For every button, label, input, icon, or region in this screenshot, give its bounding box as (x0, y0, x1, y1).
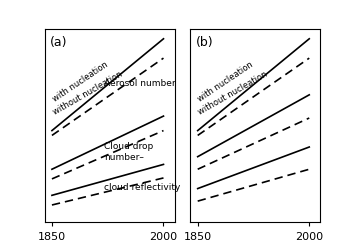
Text: without nucleation: without nucleation (51, 70, 124, 116)
Text: Aerosol number: Aerosol number (104, 78, 176, 88)
Text: without nucleation: without nucleation (197, 70, 269, 116)
Text: with nucleation: with nucleation (51, 60, 109, 103)
Text: cloud reflectivity: cloud reflectivity (104, 182, 180, 191)
Text: (b): (b) (195, 36, 213, 49)
Text: with nucleation: with nucleation (197, 60, 255, 103)
Text: (a): (a) (50, 36, 67, 49)
Text: Cloud drop: Cloud drop (104, 141, 153, 150)
Text: number–: number– (104, 152, 144, 162)
